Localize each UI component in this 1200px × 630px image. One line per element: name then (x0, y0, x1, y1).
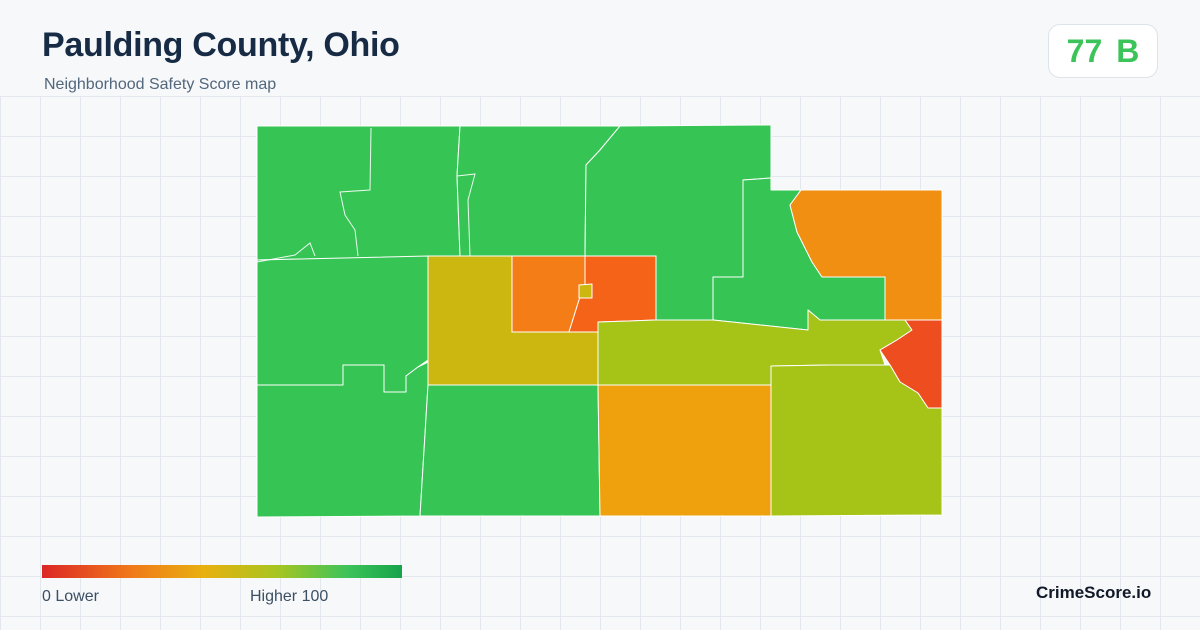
map-region[interactable] (770, 364, 943, 517)
safety-grade: B (1116, 32, 1140, 69)
map-boundary-line (339, 127, 372, 257)
legend-low-label: 0 Lower (42, 588, 99, 605)
map-region[interactable] (789, 189, 943, 321)
safety-score-value: 77 (1066, 32, 1103, 69)
map-boundary-line (456, 173, 476, 257)
map-boundary-line (256, 242, 316, 263)
map-region[interactable] (256, 125, 461, 261)
map-region[interactable] (597, 384, 772, 517)
page-subtitle: Neighborhood Safety Score map (44, 76, 277, 93)
map-region[interactable] (419, 384, 601, 517)
brand-logo[interactable]: CrimeScore.io (1036, 583, 1152, 602)
safety-score-badge: 77 B (1048, 24, 1158, 78)
map-region[interactable] (578, 283, 593, 299)
page-title: Paulding County, Ohio (42, 26, 400, 64)
legend-color-scale (42, 565, 402, 578)
legend-high-label: Higher 100 (250, 588, 329, 605)
